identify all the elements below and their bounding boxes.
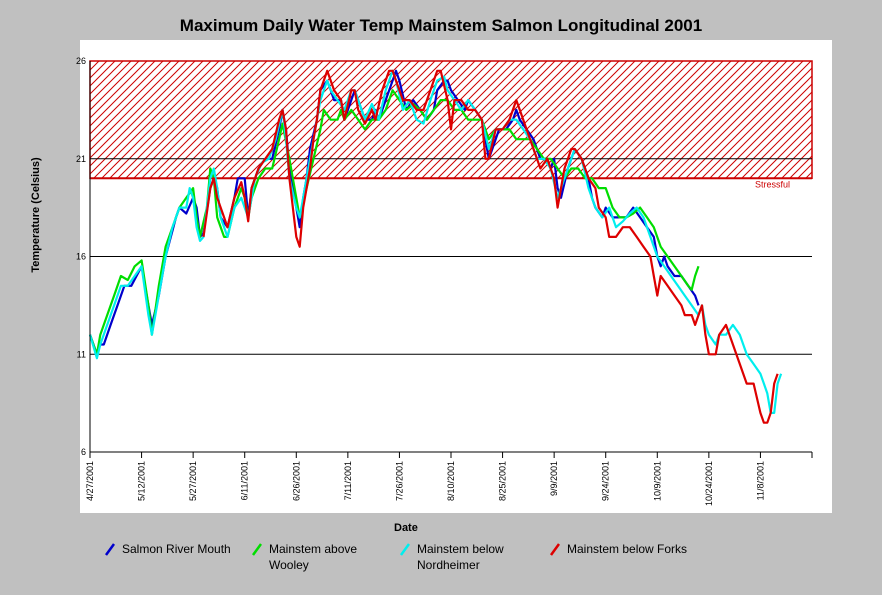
legend-swatch-icon <box>104 542 118 556</box>
x-tick-label: 8/10/2001 <box>446 461 456 501</box>
x-axis-label: Date <box>394 522 418 534</box>
stress-band-label: Stressful <box>755 179 790 189</box>
series-line-3 <box>202 69 779 424</box>
legend-swatch-icon <box>251 542 265 556</box>
x-tick-label: 6/26/2001 <box>291 461 301 501</box>
stress-band <box>89 60 813 180</box>
legend-swatch-icon <box>399 542 413 556</box>
y-tick-label: 11 <box>77 349 86 359</box>
legend-label: Mainstem below Forks <box>567 542 688 556</box>
x-tick-label: 9/9/2001 <box>549 461 559 496</box>
legend-label: Mainstem below Nordheimer <box>417 542 504 572</box>
x-tick-label: 7/11/2001 <box>343 461 353 500</box>
x-tick-label: 9/24/2001 <box>601 461 611 501</box>
legend-item-mainstem-below-forks: Mainstem below Forks <box>549 541 687 557</box>
y-tick-label: 6 <box>81 447 86 457</box>
x-tick-label: 5/27/2001 <box>188 461 198 501</box>
legend-item-mainstem-below-nordheimer: Mainstem below Nordheimer <box>399 541 529 573</box>
x-tick-label: 11/8/2001 <box>755 461 765 500</box>
x-tick-label: 8/25/2001 <box>498 461 508 501</box>
legend-label: Mainstem above Wooley <box>269 542 358 572</box>
x-tick-label: 5/12/2001 <box>137 461 147 501</box>
y-tick-label: 26 <box>76 56 86 66</box>
x-tick-label: 6/11/2001 <box>240 461 250 500</box>
legend-label: Salmon River Mouth <box>122 542 231 556</box>
legend-item-salmon-river-mouth: Salmon River Mouth <box>104 541 231 557</box>
y-tick-label: 16 <box>76 252 86 262</box>
legend-item-mainstem-above-wooley: Mainstem above Wooley <box>251 541 381 573</box>
x-tick-label: 4/27/2001 <box>85 461 95 501</box>
x-tick-label: 10/24/2001 <box>704 461 714 506</box>
x-tick-label: 7/26/2001 <box>394 461 404 501</box>
y-tick-label: 21 <box>76 154 86 164</box>
x-tick-label: 10/9/2001 <box>652 461 662 501</box>
chart-title: Maximum Daily Water Temp Mainstem Salmon… <box>179 16 703 35</box>
series-line-2 <box>88 69 783 414</box>
legend-swatch-icon <box>549 542 563 556</box>
